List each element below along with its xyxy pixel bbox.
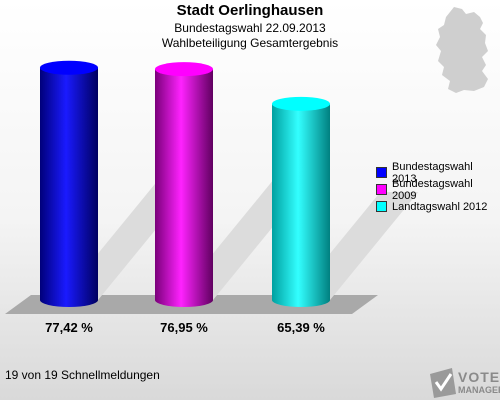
chart-subtitle: Bundestagswahl 22.09.2013 <box>174 21 326 35</box>
legend-label: Landtagswahl 2012 <box>392 200 488 213</box>
bar <box>272 103 330 307</box>
report-status: 19 von 19 Schnellmeldungen <box>5 368 160 382</box>
vote-manager-logo-icon: VOTE MANAGER <box>428 364 500 400</box>
bar <box>155 69 213 308</box>
bar-value-label: 76,95 % <box>160 320 208 335</box>
bar-top <box>155 62 213 77</box>
logo-mark-icon <box>430 368 456 398</box>
chart-legend: Bundestagswahl 2013 Bundestagswahl 2009 … <box>376 161 500 215</box>
legend-swatch <box>376 184 387 195</box>
bar-top <box>40 60 98 75</box>
legend-item: Landtagswahl 2012 <box>376 198 500 215</box>
chart-title: Stadt Oerlinghausen <box>176 2 324 19</box>
bar-value-label: 77,42 % <box>45 320 93 335</box>
germany-map-icon <box>436 7 488 93</box>
legend-swatch <box>376 167 387 178</box>
bar-value-label: 65,39 % <box>277 320 325 335</box>
legend-label: Bundestagswahl 2009 <box>391 177 473 202</box>
bar <box>40 67 98 308</box>
legend-item: Bundestagswahl 2013 <box>376 161 500 185</box>
bar-top <box>272 96 330 111</box>
legend-label: Bundestagswahl 2013 <box>391 160 473 185</box>
chart-subtitle-2: Wahlbeteiligung Gesamtergebnis <box>161 36 339 50</box>
legend-swatch <box>376 201 387 212</box>
logo-line-1: VOTE <box>458 369 500 385</box>
legend-item: Bundestagswahl 2009 <box>376 178 500 202</box>
logo-line-2: MANAGER <box>458 385 500 395</box>
chart-titles: Stadt Oerlinghausen Bundestagswahl 22.09… <box>0 2 500 51</box>
